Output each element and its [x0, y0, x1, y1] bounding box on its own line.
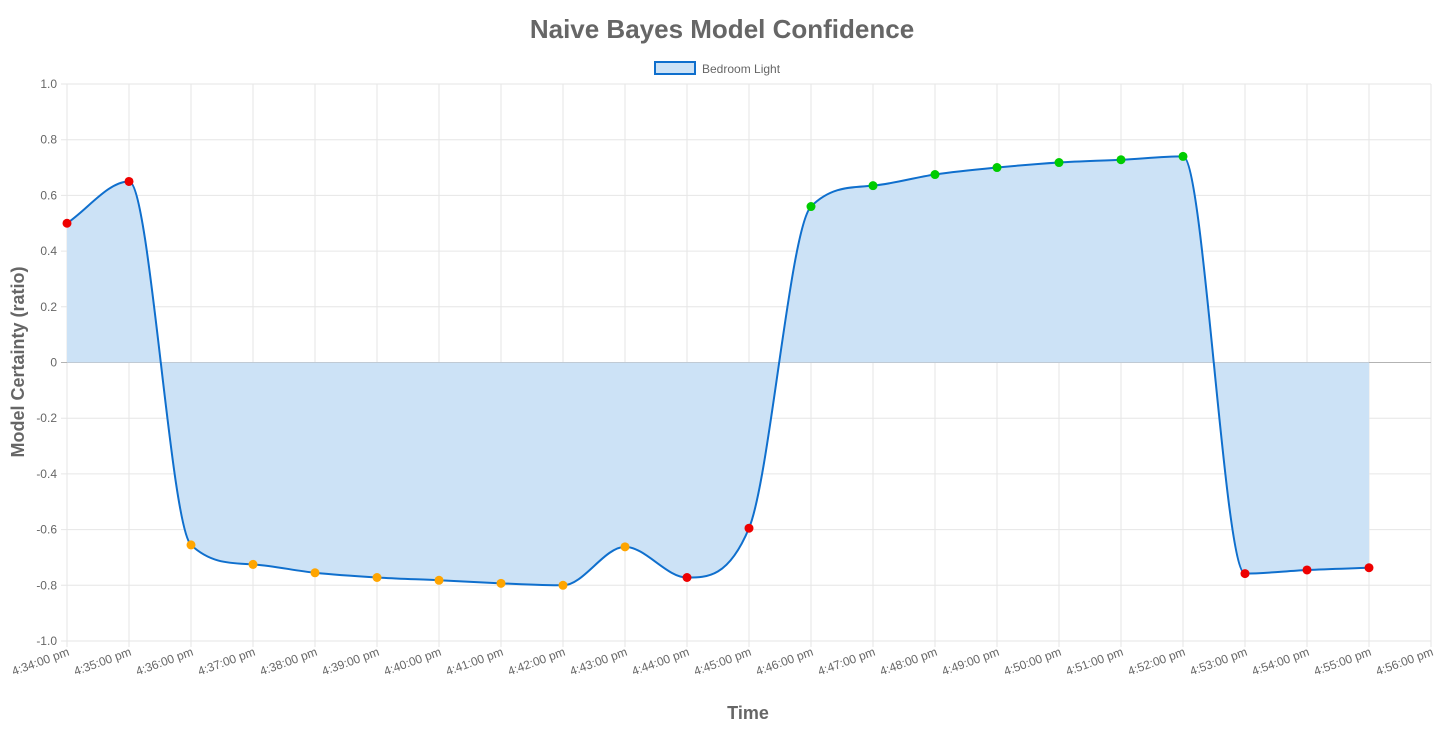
y-tick-label: 0.6	[40, 188, 57, 202]
x-tick-label: 4:51:00 pm	[1064, 645, 1125, 679]
x-tick-label: 4:37:00 pm	[196, 645, 257, 679]
data-point[interactable]	[620, 542, 630, 552]
x-tick-label: 4:43:00 pm	[568, 645, 629, 679]
data-point[interactable]	[806, 202, 816, 212]
data-point[interactable]	[1240, 569, 1250, 579]
x-tick-label: 4:47:00 pm	[816, 645, 877, 679]
x-tick-label: 4:52:00 pm	[1126, 645, 1187, 679]
data-point[interactable]	[744, 523, 754, 533]
data-point[interactable]	[186, 540, 196, 550]
y-tick-label: 0.2	[40, 300, 57, 314]
data-point[interactable]	[930, 170, 940, 180]
x-tick-label: 4:44:00 pm	[630, 645, 691, 679]
x-axis-ticks: 4:34:00 pm 4:35:00 pm 4:36:00 pm 4:37:00 pm…	[10, 645, 1435, 679]
data-point[interactable]	[1364, 563, 1374, 573]
legend-label[interactable]: Bedroom Light	[702, 62, 781, 76]
data-point[interactable]	[992, 163, 1002, 173]
data-point[interactable]	[434, 575, 444, 585]
data-point[interactable]	[310, 568, 320, 578]
series-area	[67, 156, 1369, 586]
y-tick-label: -1.0	[36, 634, 57, 648]
data-point[interactable]	[558, 580, 568, 590]
legend[interactable]: Bedroom Light	[654, 61, 781, 76]
x-tick-label: 4:41:00 pm	[444, 645, 505, 679]
y-tick-label: 1.0	[40, 77, 57, 91]
x-tick-label: 4:35:00 pm	[72, 645, 133, 679]
data-point[interactable]	[62, 218, 72, 228]
y-tick-label: -0.6	[36, 523, 57, 537]
x-tick-label: 4:53:00 pm	[1188, 645, 1249, 679]
data-point[interactable]	[682, 573, 692, 583]
x-tick-label: 4:36:00 pm	[134, 645, 195, 679]
data-point[interactable]	[1116, 155, 1126, 165]
y-tick-label: -0.8	[36, 578, 57, 592]
chart-title: Naive Bayes Model Confidence	[530, 14, 914, 44]
data-point[interactable]	[124, 176, 134, 186]
y-tick-label: -0.2	[36, 411, 57, 425]
x-tick-label: 4:48:00 pm	[878, 645, 939, 679]
y-axis-title: Model Certainty (ratio)	[8, 266, 28, 457]
x-tick-label: 4:42:00 pm	[506, 645, 567, 679]
x-tick-label: 4:38:00 pm	[258, 645, 319, 679]
x-tick-label: 4:50:00 pm	[1002, 645, 1063, 679]
x-tick-label: 4:39:00 pm	[320, 645, 381, 679]
legend-swatch[interactable]	[654, 61, 696, 75]
y-axis-ticks: 1.0 0.8 0.6 0.4 0.2 0 -0.2 -0.4 -0.6 -0.8 -1.0	[36, 77, 57, 648]
x-axis-title: Time	[727, 703, 769, 723]
series-points	[62, 151, 1374, 590]
y-tick-label: 0.4	[40, 244, 57, 258]
x-tick-label: 4:55:00 pm	[1312, 645, 1373, 679]
x-tick-label: 4:56:00 pm	[1374, 645, 1435, 679]
data-point[interactable]	[868, 181, 878, 191]
data-point[interactable]	[1302, 565, 1312, 575]
data-point[interactable]	[372, 573, 382, 583]
data-point[interactable]	[1178, 151, 1188, 161]
data-point[interactable]	[1054, 158, 1064, 168]
y-tick-label: 0.8	[40, 133, 57, 147]
x-tick-label: 4:40:00 pm	[382, 645, 443, 679]
x-tick-label: 4:46:00 pm	[754, 645, 815, 679]
x-tick-label: 4:49:00 pm	[940, 645, 1001, 679]
x-tick-label: 4:34:00 pm	[10, 645, 71, 679]
y-tick-label: 0	[50, 356, 57, 370]
x-tick-label: 4:45:00 pm	[692, 645, 753, 679]
x-tick-label: 4:54:00 pm	[1250, 645, 1311, 679]
y-tick-label: -0.4	[36, 467, 57, 481]
data-point[interactable]	[496, 578, 506, 588]
data-point[interactable]	[248, 559, 258, 569]
